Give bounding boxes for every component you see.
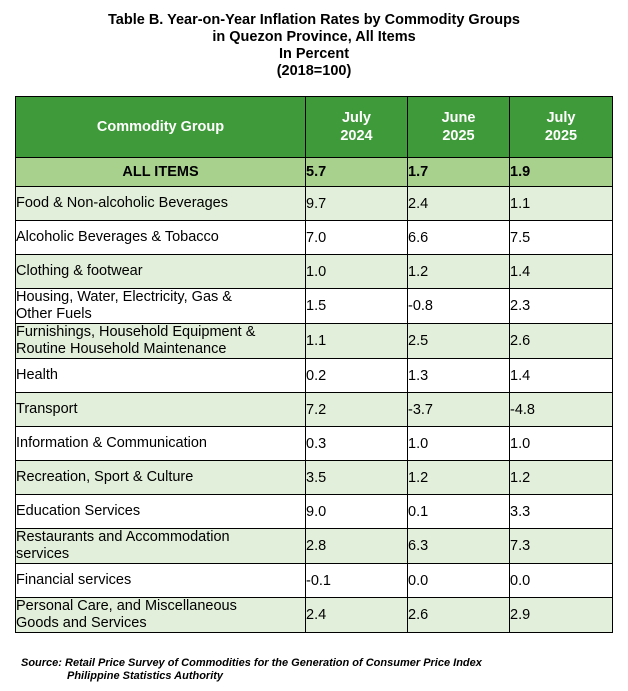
header-july-2025: July 2025	[509, 96, 613, 158]
commodity-group-cell: Restaurants and Accommodation services	[15, 528, 306, 564]
source-line-1: Source: Retail Price Survey of Commoditi…	[21, 657, 482, 669]
header-col3-year: 2025	[544, 128, 578, 144]
commodity-group-line: Goods and Services	[16, 615, 147, 631]
commodity-group-line: Personal Care, and Miscellaneous	[16, 598, 237, 614]
table-cell: 0.3	[305, 426, 408, 461]
commodity-group-cell: Housing, Water, Electricity, Gas & Other…	[15, 288, 306, 324]
table-cell: 7.5	[509, 220, 613, 255]
table-cell: 0.2	[305, 358, 408, 393]
table-cell: 2.3	[509, 288, 613, 324]
table-cell: 7.0	[305, 220, 408, 255]
table-cell: 0.0	[509, 563, 613, 598]
table-cell: 9.7	[305, 186, 408, 221]
table-cell: 0.1	[407, 494, 510, 529]
table-cell: 1.2	[407, 254, 510, 289]
source-note: Source: Retail Price Survey of Commoditi…	[21, 657, 482, 683]
table-cell: 1.3	[407, 358, 510, 393]
table-row: Food & Non-alcoholic Beverages 9.7 2.4 1…	[15, 186, 613, 221]
commodity-group-cell: Personal Care, and Miscellaneous Goods a…	[15, 597, 306, 633]
table-cell: 1.0	[407, 426, 510, 461]
title-line-2: in Quezon Province, All Items	[212, 29, 416, 45]
header-col2-month: June	[441, 110, 476, 126]
commodity-group-line: services	[16, 546, 70, 562]
commodity-group-line: Restaurants and Accommodation	[16, 529, 230, 545]
header-col1-month: July	[341, 110, 371, 126]
commodity-group-cell: Food & Non-alcoholic Beverages	[15, 186, 306, 221]
table-cell: 1.7	[407, 157, 510, 187]
table-cell: 2.6	[407, 597, 510, 633]
commodity-group-line: Housing, Water, Electricity, Gas &	[16, 289, 232, 305]
table-row: Transport 7.2 -3.7 -4.8	[15, 392, 613, 427]
title-line-1: Table B. Year-on-Year Inflation Rates by…	[108, 12, 520, 28]
title-line-4: (2018=100)	[276, 63, 352, 79]
all-items-label: ALL ITEMS	[15, 157, 306, 187]
table-row: Personal Care, and Miscellaneous Goods a…	[15, 597, 613, 633]
table-cell: 1.2	[509, 460, 613, 495]
table-cell: 3.5	[305, 460, 408, 495]
table-row: Recreation, Sport & Culture 3.5 1.2 1.2	[15, 460, 613, 495]
table-cell: 1.0	[509, 426, 613, 461]
commodity-group-line: Furnishings, Household Equipment &	[16, 324, 256, 340]
table-cell: 2.4	[305, 597, 408, 633]
table-cell: -4.8	[509, 392, 613, 427]
table-cell: 1.1	[305, 323, 408, 359]
commodity-group-line: Other Fuels	[16, 306, 92, 322]
title-line-3: In Percent	[278, 46, 350, 62]
table-cell: 2.4	[407, 186, 510, 221]
source-line-2: Philippine Statistics Authority	[67, 670, 224, 682]
commodity-group-line: Routine Household Maintenance	[16, 341, 227, 357]
table-cell: 7.3	[509, 528, 613, 564]
commodity-group-cell: Financial services	[15, 563, 306, 598]
header-col3-month: July	[546, 110, 576, 126]
table-cell: 6.3	[407, 528, 510, 564]
header-commodity-group: Commodity Group	[15, 96, 306, 158]
header-col1-year: 2024	[340, 128, 373, 144]
table-cell: 3.3	[509, 494, 613, 529]
table-row: Furnishings, Household Equipment & Routi…	[15, 323, 613, 359]
commodity-group-cell: Health	[15, 358, 306, 393]
commodity-group-cell: Transport	[15, 392, 306, 427]
table-row: Alcoholic Beverages & Tobacco 7.0 6.6 7.…	[15, 220, 613, 255]
table-cell: 1.4	[509, 358, 613, 393]
table-row: Housing, Water, Electricity, Gas & Other…	[15, 288, 613, 324]
table-cell: 2.6	[509, 323, 613, 359]
table-title: Table B. Year-on-Year Inflation Rates by…	[0, 12, 628, 80]
table-cell: -0.8	[407, 288, 510, 324]
table-cell: 2.9	[509, 597, 613, 633]
table-row: Information & Communication 0.3 1.0 1.0	[15, 426, 613, 461]
commodity-group-cell: Education Services	[15, 494, 306, 529]
table-cell: 1.9	[509, 157, 613, 187]
table-cell: 7.2	[305, 392, 408, 427]
header-col2-year: 2025	[442, 128, 475, 144]
table-cell: -0.1	[305, 563, 408, 598]
commodity-group-cell: Recreation, Sport & Culture	[15, 460, 306, 495]
table-cell: 1.2	[407, 460, 510, 495]
inflation-table: Commodity Group July 2024 June 2025 July…	[15, 96, 613, 633]
table-cell: 1.0	[305, 254, 408, 289]
table-cell: 0.0	[407, 563, 510, 598]
commodity-group-cell: Alcoholic Beverages & Tobacco	[15, 220, 306, 255]
table-cell: 1.1	[509, 186, 613, 221]
table-cell: 2.5	[407, 323, 510, 359]
table-cell: 5.7	[305, 157, 408, 187]
table-cell: -3.7	[407, 392, 510, 427]
header-june-2025: June 2025	[407, 96, 510, 158]
all-items-row: ALL ITEMS 5.7 1.7 1.9	[15, 157, 613, 187]
table-row: Restaurants and Accommodation services 2…	[15, 528, 613, 564]
table-row: Health 0.2 1.3 1.4	[15, 358, 613, 393]
table-row: Education Services 9.0 0.1 3.3	[15, 494, 613, 529]
table-row: Clothing & footwear 1.0 1.2 1.4	[15, 254, 613, 289]
table-row: Financial services -0.1 0.0 0.0	[15, 563, 613, 598]
table-cell: 2.8	[305, 528, 408, 564]
table-cell: 1.4	[509, 254, 613, 289]
header-july-2024: July 2024	[305, 96, 408, 158]
commodity-group-cell: Furnishings, Household Equipment & Routi…	[15, 323, 306, 359]
table-cell: 9.0	[305, 494, 408, 529]
table-cell: 6.6	[407, 220, 510, 255]
commodity-group-cell: Clothing & footwear	[15, 254, 306, 289]
header-row: Commodity Group July 2024 June 2025 July…	[15, 96, 613, 158]
table-cell: 1.5	[305, 288, 408, 324]
commodity-group-cell: Information & Communication	[15, 426, 306, 461]
